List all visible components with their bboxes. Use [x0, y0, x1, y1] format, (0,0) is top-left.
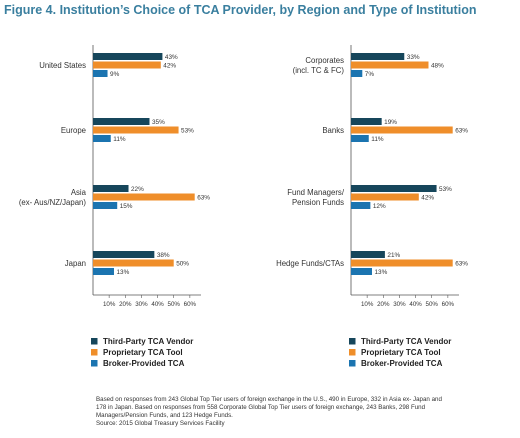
data-label: 13%	[374, 269, 387, 276]
category-label-corporates-incl-tc-fc: Corporates (incl. TC & FC)	[293, 56, 345, 75]
legend-label-proprietary-tca-tool: Proprietary TCA Tool	[103, 348, 183, 357]
x-tick-label: 30%	[393, 301, 406, 308]
data-label: 53%	[181, 128, 194, 135]
legend-swatch-proprietary-tca-tool	[349, 349, 356, 356]
chart-panel-region: 10% 20% 30% 40% 50% 60%United States43%42%9%E…	[19, 45, 210, 368]
bar-broker-provided-tca-united-states	[93, 70, 108, 77]
bar-broker-provided-tca-asia-ex-aus-nz-japan	[93, 202, 118, 209]
footnotes: Based on responses from 243 Global Top T…	[96, 396, 514, 428]
category-label-japan: Japan	[65, 259, 86, 268]
bar-third-party-tca-vendor-hedge-funds-ctas	[351, 251, 385, 258]
x-tick-label: 20%	[377, 301, 390, 308]
legend-label-broker-provided-tca: Broker-Provided TCA	[361, 359, 443, 368]
x-tick-label: 50%	[426, 301, 439, 308]
category-label-banks: Banks	[322, 126, 344, 135]
category-label-united-states: United States	[39, 61, 86, 70]
data-label: 33%	[407, 54, 420, 61]
bar-third-party-tca-vendor-japan	[93, 251, 155, 258]
x-tick-label: 40%	[409, 301, 422, 308]
bar-broker-provided-tca-corporates-incl-tc-fc	[351, 70, 363, 77]
legend-label-third-party-tca-vendor: Third-Party TCA Vendor	[361, 337, 451, 346]
bar-proprietary-tca-tool-corporates-incl-tc-fc	[351, 61, 429, 69]
category-label-asia-ex-aus-nz-japan: Asia (ex- Aus/NZ/Japan)	[19, 188, 87, 207]
data-label: 63%	[455, 128, 468, 135]
category-label-hedge-funds-ctas: Hedge Funds/CTAs	[276, 259, 344, 268]
data-label: 43%	[165, 54, 178, 61]
footnote-line: 178 in Japan. Based on responses from 55…	[96, 403, 426, 411]
bar-third-party-tca-vendor-fund-managers-pension-funds	[351, 185, 437, 192]
bar-proprietary-tca-tool-japan	[93, 259, 174, 267]
category-label-europe: Europe	[61, 126, 86, 135]
data-label: 21%	[387, 252, 400, 259]
bar-third-party-tca-vendor-europe	[93, 118, 150, 125]
data-label: 63%	[455, 261, 468, 268]
figure-title: Figure 4. Institution’s Choice of TCA Pr…	[4, 3, 477, 17]
bar-third-party-tca-vendor-banks	[351, 118, 382, 125]
bar-broker-provided-tca-fund-managers-pension-funds	[351, 202, 371, 209]
data-label: 42%	[421, 195, 434, 202]
bar-third-party-tca-vendor-asia-ex-aus-nz-japan	[93, 185, 129, 192]
data-label: 22%	[131, 186, 144, 193]
bar-proprietary-tca-tool-europe	[93, 126, 179, 134]
x-tick-label: 60%	[184, 301, 197, 308]
data-label: 42%	[163, 63, 176, 70]
bar-proprietary-tca-tool-united-states	[93, 61, 161, 69]
chart-panel-institution: 10% 20% 30% 40% 50% 60% Corporates (incl. TC & …	[276, 45, 468, 368]
bar-proprietary-tca-tool-hedge-funds-ctas	[351, 259, 453, 267]
footnote-line: Managers/Pension Funds, and 123 Hedge Fu…	[96, 411, 233, 419]
bar-third-party-tca-vendor-corporates-incl-tc-fc	[351, 53, 405, 60]
footnote-line: Based on responses from 243 Global Top T…	[96, 396, 442, 403]
legend-swatch-broker-provided-tca	[91, 360, 98, 367]
data-label: 50%	[176, 261, 189, 268]
x-tick-label: 10%	[103, 301, 116, 308]
data-label: 38%	[157, 252, 170, 259]
bar-third-party-tca-vendor-united-states	[93, 53, 163, 60]
legend-swatch-third-party-tca-vendor	[91, 338, 98, 345]
x-tick-label: 10%	[361, 301, 374, 308]
data-label: 63%	[197, 195, 210, 202]
bar-broker-provided-tca-europe	[93, 135, 111, 142]
legend-swatch-proprietary-tca-tool	[91, 349, 98, 356]
data-label: 15%	[120, 203, 133, 210]
bar-broker-provided-tca-japan	[93, 268, 114, 275]
legend-label-third-party-tca-vendor: Third-Party TCA Vendor	[103, 337, 193, 346]
x-tick-label: 50%	[168, 301, 181, 308]
legend-swatch-third-party-tca-vendor	[349, 338, 356, 345]
data-label: 48%	[431, 63, 444, 70]
data-label: 7%	[365, 71, 375, 78]
data-label: 11%	[371, 136, 384, 143]
bar-proprietary-tca-tool-asia-ex-aus-nz-japan	[93, 193, 195, 201]
bar-broker-provided-tca-hedge-funds-ctas	[351, 268, 372, 275]
category-label-fund-managers-pension-funds: Fund Managers/Pension Funds	[287, 188, 345, 207]
data-label: 19%	[384, 119, 397, 126]
legend-label-broker-provided-tca: Broker-Provided TCA	[103, 359, 185, 368]
x-tick-label: 20%	[119, 301, 132, 308]
x-tick-label: 60%	[442, 301, 455, 308]
data-label: 9%	[110, 71, 120, 78]
bar-proprietary-tca-tool-banks	[351, 126, 453, 134]
footnote-line: Source: 2015 Global Treasury Services Fa…	[96, 419, 225, 427]
x-tick-label: 40%	[151, 301, 164, 308]
data-label: 53%	[439, 186, 452, 193]
legend-label-proprietary-tca-tool: Proprietary TCA Tool	[361, 348, 441, 357]
legend-swatch-broker-provided-tca	[349, 360, 356, 367]
data-label: 13%	[116, 269, 129, 276]
bar-proprietary-tca-tool-fund-managers-pension-funds	[351, 193, 419, 201]
bar-broker-provided-tca-banks	[351, 135, 369, 142]
data-label: 35%	[152, 119, 165, 126]
data-label: 11%	[113, 136, 126, 143]
x-tick-label: 30%	[135, 301, 148, 308]
data-label: 12%	[373, 203, 386, 210]
